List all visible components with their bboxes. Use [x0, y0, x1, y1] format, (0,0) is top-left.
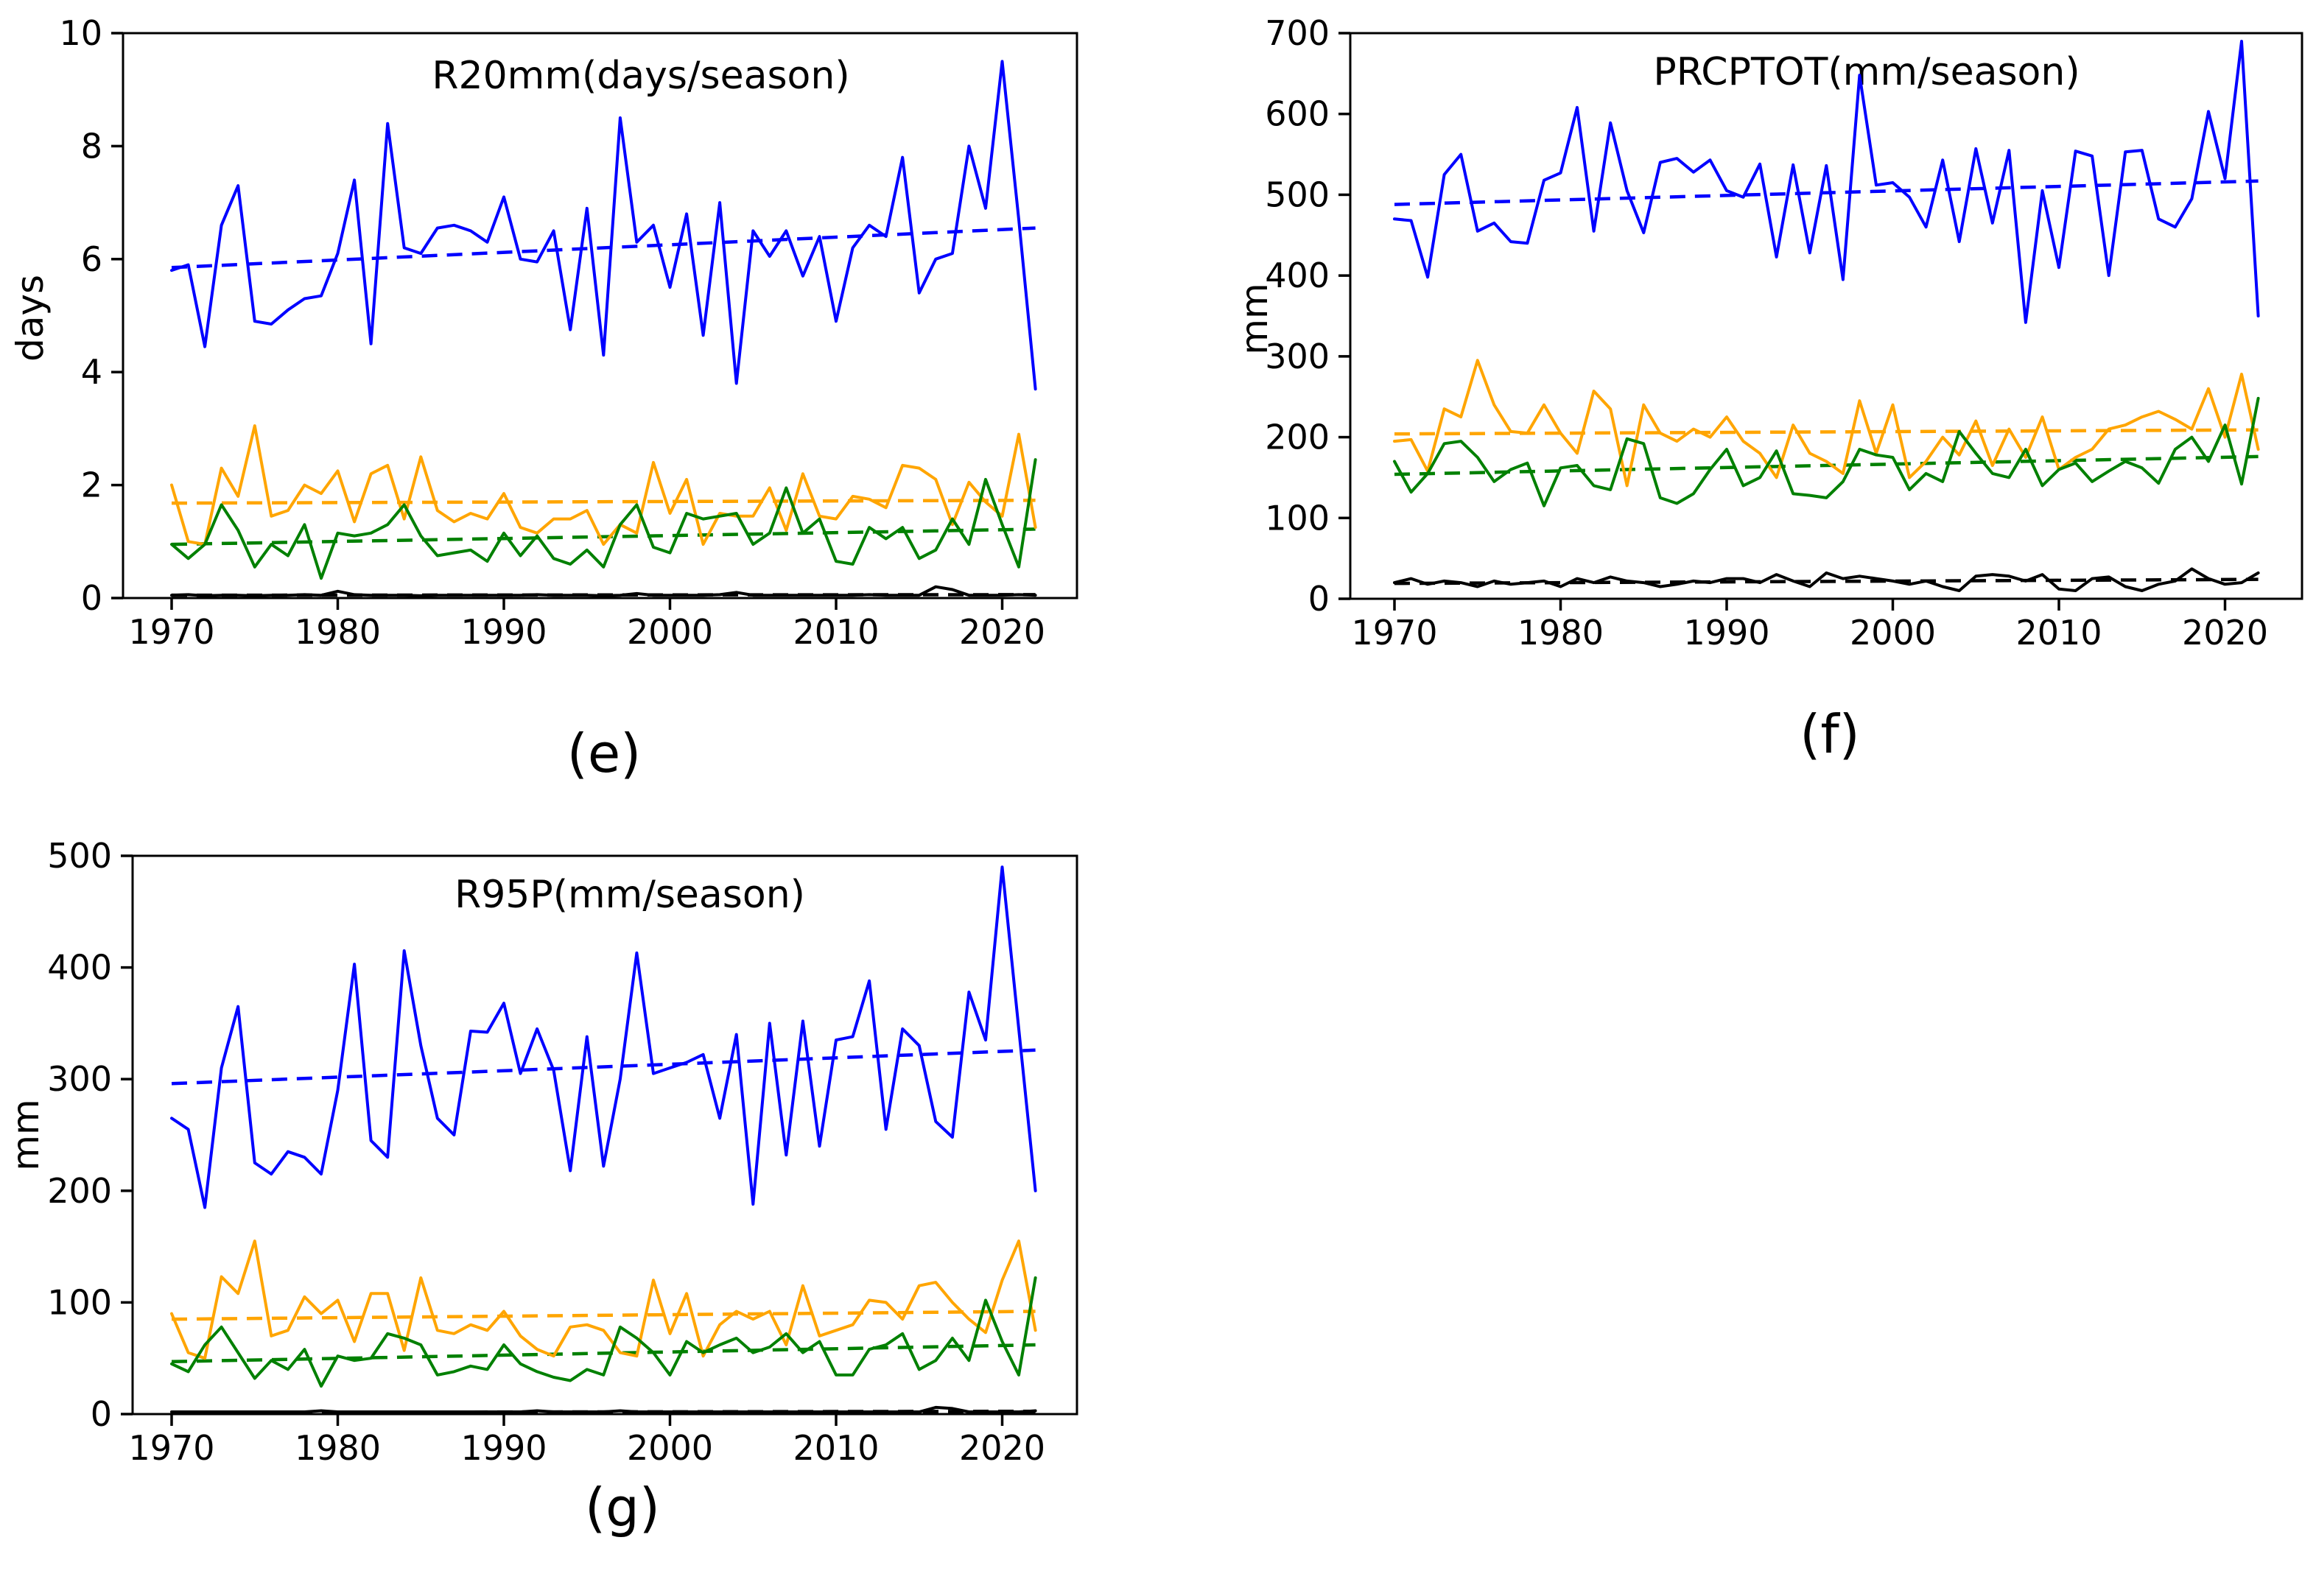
series-green-solid [1393, 396, 2260, 507]
trendline-green-trend [171, 527, 1036, 546]
axes-frame [122, 32, 1078, 600]
trendline-blue-trend [171, 1048, 1036, 1086]
x-tick-label: 1970 [1351, 613, 1437, 653]
trendline-orange-trend [171, 499, 1036, 505]
chart-r20mm-canvas: R20mm(days/season) days (e) 0 2 4 6 8 10 1970 1… [9, 13, 1078, 784]
y-tick-label: 8 [81, 126, 102, 166]
trendline-orange-trend [1394, 428, 2259, 436]
y-tick-label: 700 [1265, 13, 1330, 53]
chart-prcptot: PRCPTOT(mm/season) mm (f) 0 100 200 300 400 5… [1158, 0, 2316, 798]
trendline-green-trend [171, 1343, 1036, 1363]
y-tick-label: 400 [1265, 256, 1330, 295]
x-tick-label: 1980 [295, 1428, 381, 1468]
y-tick-label: 600 [1265, 94, 1330, 134]
y-tick-label: 0 [81, 578, 102, 618]
y-tick-label: 100 [47, 1282, 112, 1322]
x-tick-label: 2010 [793, 1428, 879, 1468]
series-blue-solid [170, 865, 1037, 1209]
trendline-black-trend [1394, 577, 2259, 586]
x-tick-label: 2020 [2182, 613, 2268, 653]
panel-label: (g) [585, 1477, 660, 1539]
panel-label: (f) [1800, 703, 1860, 765]
x-tick-label: 2000 [1850, 613, 1936, 653]
y-tick-label: 500 [1265, 175, 1330, 214]
chart-prcptot-canvas: PRCPTOT(mm/season) mm (f) 0 100 200 300 400 5… [1233, 13, 2303, 765]
trendline-green-trend [1394, 454, 2259, 477]
axes-frame [131, 854, 1078, 1416]
y-tick-label: 300 [1265, 337, 1330, 376]
x-tick-label: 2000 [627, 1428, 713, 1468]
panel-label: (e) [567, 723, 641, 784]
x-tick-label: 2000 [627, 612, 713, 652]
y-tick-label: 0 [1308, 579, 1330, 619]
series-orange-solid [1393, 359, 2260, 488]
x-tick-label: 1990 [460, 612, 547, 652]
chart-title: PRCPTOT(mm/season) [1653, 50, 2080, 94]
y-tick-label: 100 [1265, 498, 1330, 538]
chart-r95p: R95P(mm/season) mm (g) 0 100 200 300 400 500 1… [0, 798, 1158, 1596]
series-green-solid [170, 1276, 1037, 1388]
y-tick-label: 4 [81, 352, 102, 392]
trendline-orange-trend [171, 1310, 1036, 1321]
y-axis-label: days [9, 275, 52, 362]
axes-frame [1349, 32, 2303, 600]
y-tick-label: 200 [1265, 418, 1330, 457]
series-black-solid [170, 585, 1037, 597]
y-tick-label: 6 [81, 239, 102, 279]
chart-title: R95P(mm/season) [455, 873, 805, 917]
series-blue-solid [1393, 40, 2260, 324]
chart-r95p-canvas: R95P(mm/season) mm (g) 0 100 200 300 400 500 1… [4, 836, 1078, 1539]
trendline-blue-trend [1394, 179, 2259, 206]
series-black-solid [170, 1405, 1037, 1413]
series-orange-solid [170, 1240, 1037, 1360]
y-axis-label: mm [1233, 283, 1276, 354]
x-tick-label: 1980 [295, 612, 381, 652]
x-tick-label: 2010 [793, 612, 879, 652]
y-tick-label: 0 [91, 1394, 112, 1434]
chart-title: R20mm(days/season) [432, 54, 849, 98]
series-green-solid [170, 458, 1037, 580]
series-black-solid [1393, 567, 2260, 592]
x-tick-label: 1990 [460, 1428, 547, 1468]
y-tick-label: 200 [47, 1171, 112, 1211]
chart-r20mm: R20mm(days/season) days (e) 0 2 4 6 8 10 1970 1… [0, 0, 1158, 798]
y-axis-label: mm [4, 1099, 47, 1170]
y-tick-label: 500 [47, 836, 112, 876]
y-tick-label: 400 [47, 948, 112, 988]
y-tick-label: 10 [59, 13, 102, 53]
x-tick-label: 1990 [1683, 613, 1769, 653]
trendline-blue-trend [171, 226, 1036, 270]
series-blue-solid [170, 60, 1037, 391]
series-orange-solid [170, 424, 1037, 546]
x-tick-label: 2020 [959, 612, 1045, 652]
x-tick-label: 2020 [959, 1428, 1045, 1468]
x-tick-label: 1970 [128, 1428, 214, 1468]
y-tick-label: 300 [47, 1059, 112, 1099]
x-tick-label: 1970 [128, 612, 214, 652]
y-tick-label: 2 [81, 465, 102, 505]
x-tick-label: 1980 [1517, 613, 1604, 653]
x-tick-label: 2010 [2015, 613, 2102, 653]
